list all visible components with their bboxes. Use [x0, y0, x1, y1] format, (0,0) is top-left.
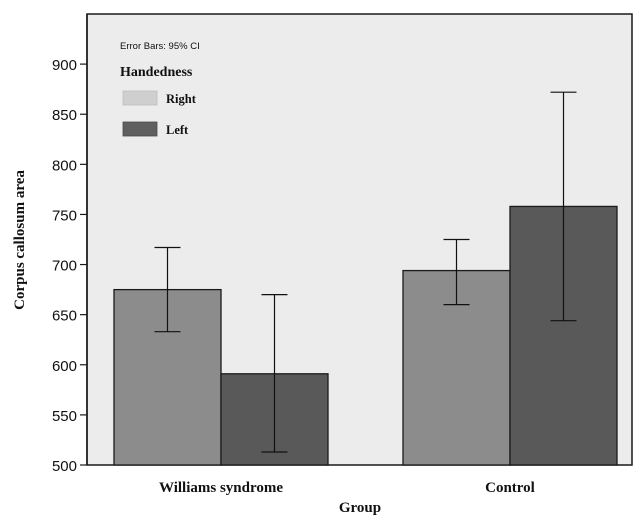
x-axis-title: Group — [339, 500, 381, 516]
legend-label-left: Left — [166, 123, 189, 137]
y-tick-label: 800 — [52, 157, 77, 174]
y-axis-title: Corpus callosum area — [12, 170, 28, 310]
y-tick-label: 650 — [52, 308, 77, 325]
y-tick-label: 700 — [52, 258, 77, 275]
bars-layer — [113, 91, 618, 466]
y-tick-label: 750 — [52, 207, 77, 224]
legend-swatch-right — [122, 90, 158, 106]
y-tick-label: 600 — [52, 358, 77, 375]
y-tick-labels: 500 550 600 650 700 750 800 850 900 — [52, 57, 87, 475]
legend-label-right: Right — [166, 92, 197, 106]
legend: Error Bars: 95% CI Handedness Right Left — [120, 41, 200, 137]
x-tick-labels: Williams syndrome Control — [159, 480, 535, 496]
y-tick-label: 850 — [52, 107, 77, 124]
legend-title: Handedness — [120, 65, 193, 80]
x-tick-label: Williams syndrome — [159, 480, 283, 496]
y-tick-label: 550 — [52, 408, 77, 425]
error-bar-note: Error Bars: 95% CI — [120, 41, 200, 52]
y-tick-label: 900 — [52, 57, 77, 74]
legend-swatch-left — [122, 121, 158, 137]
x-tick-label: Control — [485, 480, 535, 496]
y-tick-label: 500 — [52, 458, 77, 475]
